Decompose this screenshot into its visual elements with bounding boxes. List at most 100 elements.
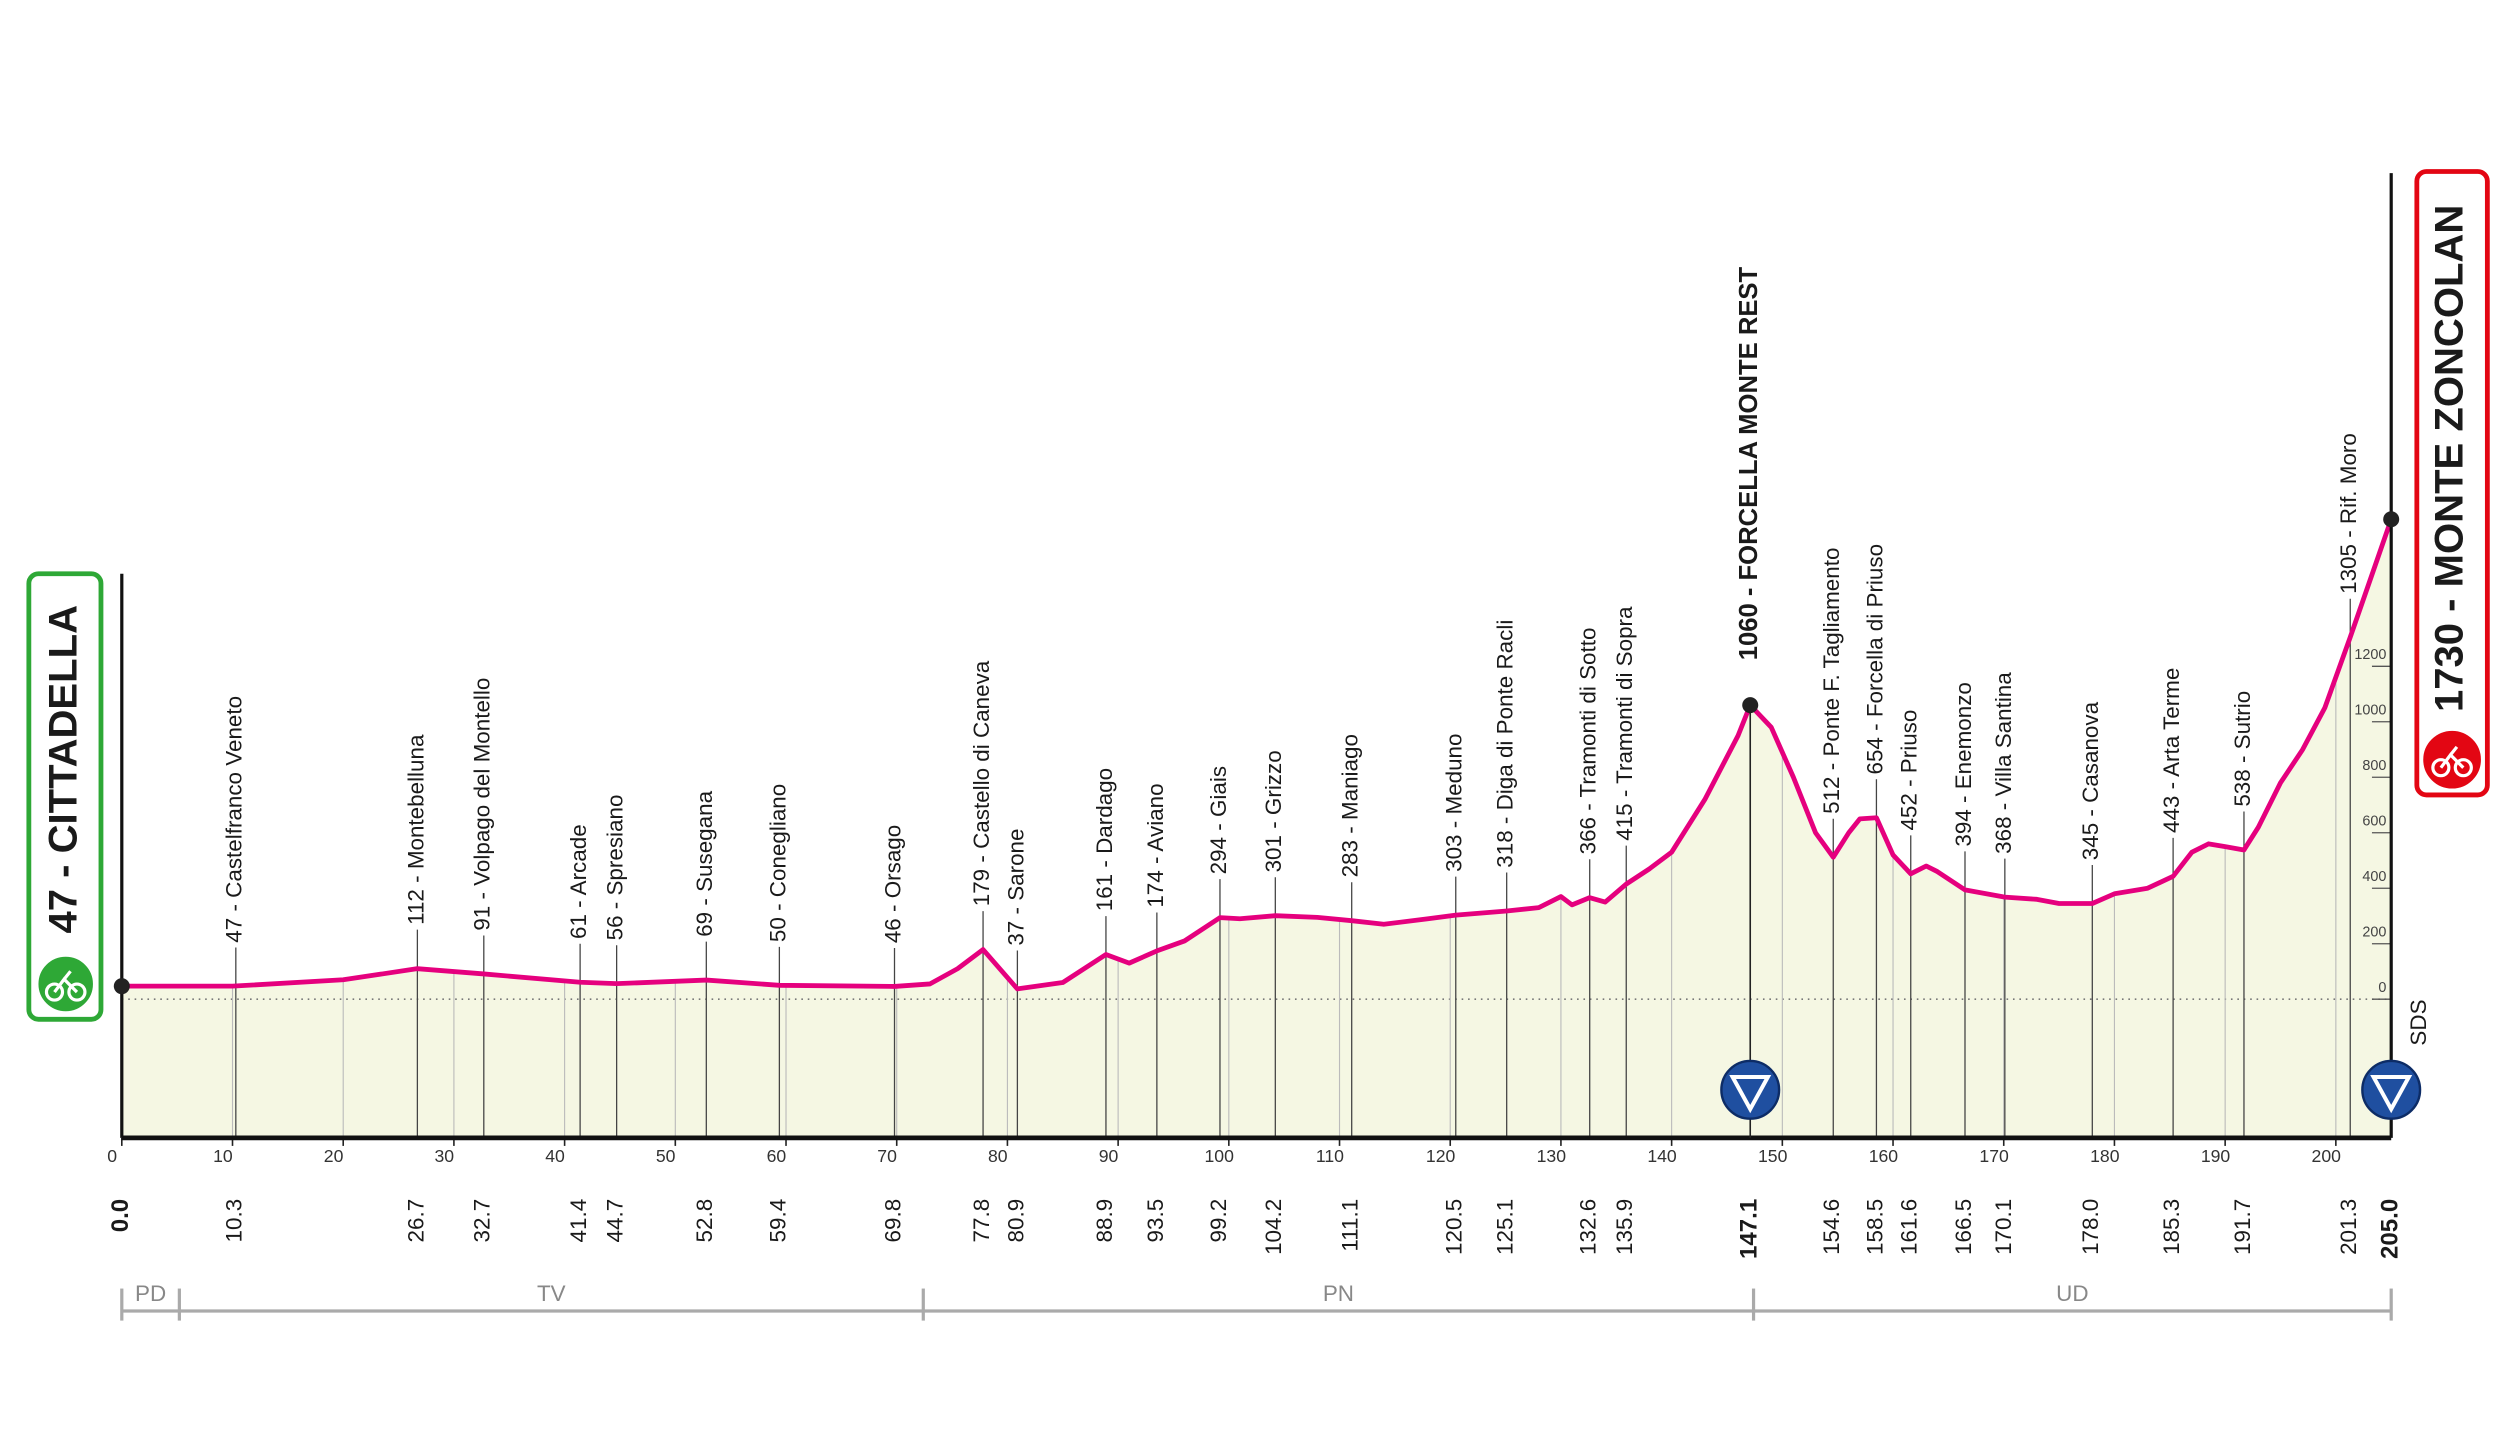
km-tick-label: 80 xyxy=(988,1146,1008,1166)
waypoint-label: 174 - Aviano xyxy=(1143,783,1168,907)
waypoint-km: 185.3 xyxy=(2159,1199,2184,1255)
waypoint-km: 111.1 xyxy=(1338,1199,1363,1252)
waypoint-label: 69 - Susegana xyxy=(692,790,717,936)
waypoint-label: 91 - Volpago del Montello xyxy=(470,678,495,931)
waypoint-km: 166.5 xyxy=(1951,1199,1976,1255)
km-tick-label: 160 xyxy=(1869,1146,1899,1166)
plot: 0 10 20 30 40 50 60 70 80 90 100 110 120 130 140 150 160… xyxy=(107,173,2422,1321)
finish-point xyxy=(2383,511,2400,528)
km-tick-label: 40 xyxy=(545,1146,565,1166)
waypoint-km: 170.1 xyxy=(1991,1199,2016,1255)
waypoint-label: 294 - Giais xyxy=(1206,766,1231,874)
waypoint-label: 1305 - Rif. Moro xyxy=(2336,433,2361,594)
waypoint-km: 104.2 xyxy=(1261,1199,1286,1255)
waypoint-km: 178.0 xyxy=(2078,1199,2103,1255)
finish-badge xyxy=(2414,169,2490,798)
waypoint-label: 56 - Spresiano xyxy=(603,795,628,941)
waypoint-label: 366 - Tramonti di Sotto xyxy=(1576,628,1601,855)
waypoint-label: 443 - Arta Terme xyxy=(2159,668,2184,833)
km-tick-label: 70 xyxy=(877,1146,897,1166)
waypoint-label: 37 - Sarone xyxy=(1003,828,1028,945)
waypoint-km: 26.7 xyxy=(403,1199,428,1243)
waypoint-km: 93.5 xyxy=(1143,1199,1168,1243)
profile-line xyxy=(121,518,2394,992)
waypoint-label: 161 - Dardago xyxy=(1092,768,1117,911)
waypoint-label: 301 - Grizzo xyxy=(1261,750,1286,872)
km-tick-label: 200 xyxy=(2312,1146,2342,1166)
waypoint-km: 154.6 xyxy=(1819,1199,1844,1255)
km-tick-label: 170 xyxy=(1979,1146,2009,1166)
start-icon xyxy=(35,953,97,1015)
waypoint-label: 512 - Ponte F. Tagliamento xyxy=(1819,548,1844,814)
km-tick-label: 110 xyxy=(1316,1146,1344,1166)
waypoint-km: 161.6 xyxy=(1897,1199,1922,1255)
kom-triangle xyxy=(1729,1074,1772,1114)
cyclist-icon xyxy=(44,970,87,1002)
km-tick-label: 30 xyxy=(434,1146,454,1166)
waypoint-km: 158.5 xyxy=(1862,1199,1887,1255)
km-tick-label: 0 xyxy=(107,1146,117,1166)
km-tick-label: 90 xyxy=(1099,1146,1119,1166)
waypoint-label: 654 - Forcella di Priuso xyxy=(1862,544,1887,775)
region-label: PD xyxy=(135,1281,166,1306)
waypoint-label: 50 - Conegliano xyxy=(765,784,790,942)
elevation-tick-label: 0 xyxy=(2378,980,2386,996)
region-label: TV xyxy=(537,1281,566,1306)
summit-label: 1060 - FORCELLA MONTE REST xyxy=(1735,266,1763,660)
waypoint-km: 135.9 xyxy=(1612,1199,1637,1255)
waypoint-label: 394 - Enemonzo xyxy=(1951,682,1976,847)
km-tick-label: 10 xyxy=(213,1146,233,1166)
elevation-tick-label: 1200 xyxy=(2354,647,2386,663)
region-label: UD xyxy=(2056,1281,2088,1306)
kom-triangle xyxy=(2370,1074,2413,1114)
waypoint-km: 80.9 xyxy=(1003,1199,1028,1243)
km-tick-label: 140 xyxy=(1647,1146,1677,1166)
elevation-tick-label: 200 xyxy=(2362,924,2386,940)
finish-icon xyxy=(2420,727,2485,792)
km-tick-label: 20 xyxy=(324,1146,344,1166)
km-tick-label: 100 xyxy=(1205,1146,1235,1166)
waypoint-km: 132.6 xyxy=(1576,1199,1601,1255)
km-tick-label: 50 xyxy=(656,1146,676,1166)
waypoint-label: 303 - Meduno xyxy=(1442,733,1467,871)
km-tick-label: 130 xyxy=(1537,1146,1567,1166)
waypoint-km: 52.8 xyxy=(692,1199,717,1243)
start-label: 47 - CITTADELLA xyxy=(41,605,85,934)
waypoint-label: 112 - Montebelluna xyxy=(403,734,428,925)
waypoint-km: 10.3 xyxy=(222,1199,247,1243)
waypoint-label: 61 - Arcade xyxy=(566,824,591,939)
waypoint-label: 46 - Orsago xyxy=(880,825,905,943)
waypoint-km: 59.4 xyxy=(765,1199,790,1243)
waypoint-label: 283 - Maniago xyxy=(1338,734,1363,877)
waypoint-km: 120.5 xyxy=(1442,1199,1467,1255)
waypoint-km: 77.8 xyxy=(969,1199,994,1243)
km-tick-label: 60 xyxy=(767,1146,787,1166)
waypoint-km: 41.4 xyxy=(566,1199,591,1243)
km-tick-label: 150 xyxy=(1758,1146,1788,1166)
region-label: PN xyxy=(1323,1281,1354,1306)
waypoint-label: 452 - Priuso xyxy=(1897,710,1922,831)
waypoint-km: 69.8 xyxy=(880,1199,905,1243)
waypoint-km: 201.3 xyxy=(2336,1199,2361,1255)
waypoint-label: 318 - Diga di Ponte Racli xyxy=(1493,620,1518,868)
summit-km: 147.1 xyxy=(1736,1199,1763,1259)
waypoint-km: 88.9 xyxy=(1092,1199,1117,1243)
km-tick-label: 190 xyxy=(2201,1146,2231,1166)
finish-label: 1730 - MONTE ZONCOLAN xyxy=(2428,205,2472,712)
elevation-tick-label: 600 xyxy=(2362,813,2386,829)
waypoint-label: 415 - Tramonti di Sopra xyxy=(1612,606,1637,841)
waypoint-label: 368 - Villa Santina xyxy=(1991,672,2016,854)
waypoint-label: 179 - Castello di Caneva xyxy=(969,660,994,906)
waypoint-label: 345 - Casanova xyxy=(2078,701,2103,860)
cyclist-icon xyxy=(2431,745,2473,778)
elevation-tick-label: 1000 xyxy=(2354,702,2386,718)
start-badge xyxy=(26,571,104,1022)
km-tick-label: 120 xyxy=(1426,1146,1456,1166)
elevation-tick-label: 400 xyxy=(2362,869,2386,885)
waypoint-label: 538 - Sutrio xyxy=(2230,691,2255,807)
start-point xyxy=(113,978,130,995)
waypoint-km: 44.7 xyxy=(603,1199,628,1243)
waypoint-km: 32.7 xyxy=(470,1199,495,1243)
